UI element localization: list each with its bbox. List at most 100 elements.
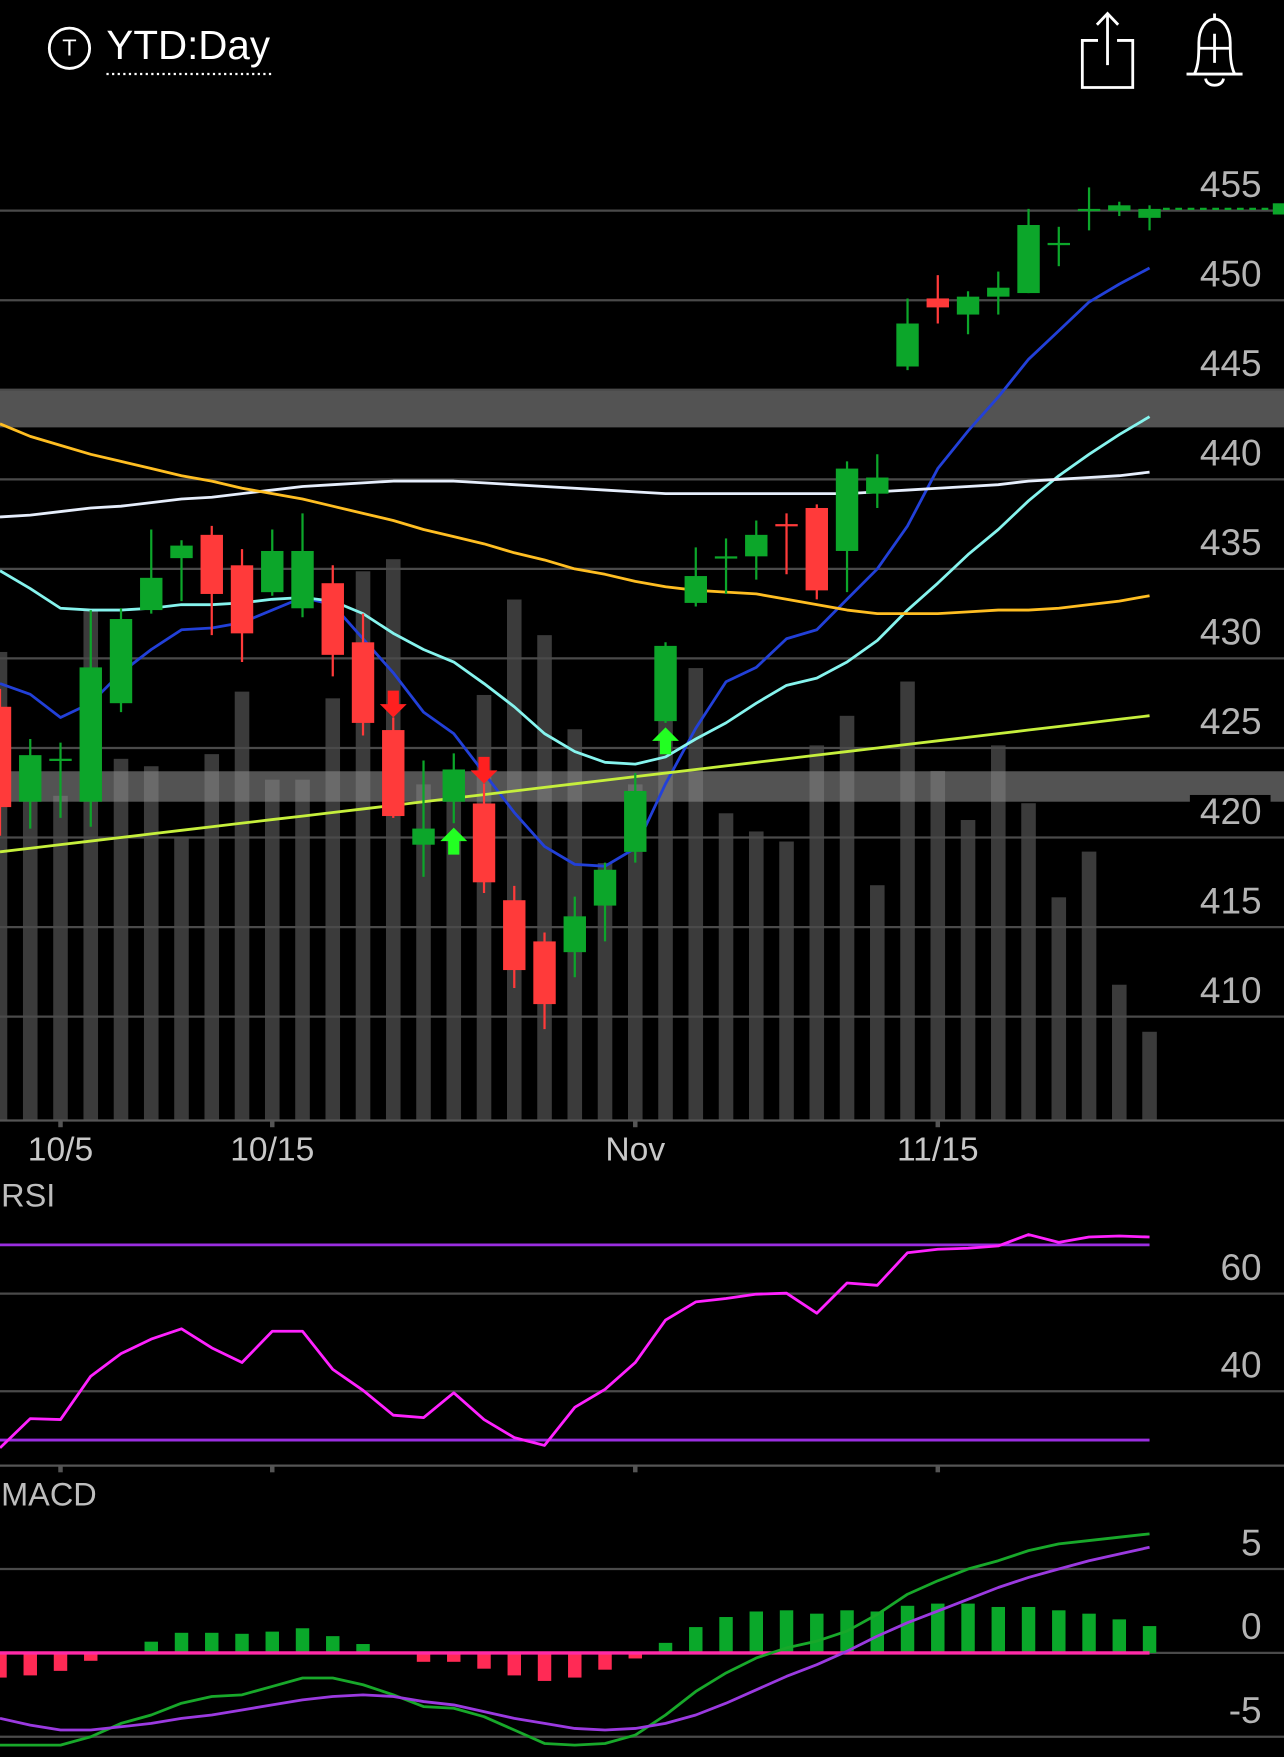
volume-bar: [325, 698, 341, 1121]
candle-body: [593, 869, 617, 906]
y-tick-label-bg: [1189, 526, 1271, 565]
volume-bar: [839, 715, 855, 1121]
line-series: [0, 266, 1151, 868]
x-tick-label: 10/5: [28, 1132, 93, 1169]
volume-bar: [22, 784, 38, 1121]
candle-body: [1138, 208, 1161, 218]
line-series: [0, 1532, 1150, 1747]
candle-body: [896, 323, 919, 367]
histogram-bar: [265, 1631, 279, 1653]
share-box: [1080, 39, 1135, 89]
x-tick-label: 11/15: [897, 1132, 979, 1169]
x-tick-label: 10/15: [230, 1132, 314, 1169]
histogram-bar: [1052, 1610, 1066, 1653]
volume-bar: [1142, 1031, 1157, 1121]
volume-bar: [113, 758, 129, 1121]
histogram-bar: [779, 1610, 794, 1653]
histogram-bar: [235, 1633, 249, 1653]
share-button[interactable]: [1080, 11, 1135, 89]
candle-body: [533, 941, 556, 1005]
line-series: [0, 415, 1151, 766]
y-tick-label-bg: [1189, 168, 1271, 207]
candle-body: [503, 900, 526, 971]
line-series: [0, 714, 1150, 854]
y-tick-label: 410: [1200, 970, 1262, 1011]
y-tick-label: 435: [1200, 522, 1262, 563]
histogram-bar: [416, 1652, 431, 1662]
alert-button[interactable]: [1186, 13, 1243, 87]
y-tick-label: 440: [1200, 433, 1262, 474]
y-tick-label-bg: [1189, 347, 1271, 386]
badge-circle: [47, 26, 92, 70]
period-selector[interactable]: YTD:Day: [106, 22, 270, 68]
candle-body: [351, 642, 375, 723]
histogram-bar: [537, 1652, 552, 1681]
histogram-bar: [689, 1627, 703, 1653]
y-tick-label-bg: [1189, 1251, 1271, 1290]
y-tick-label: 425: [1200, 701, 1262, 742]
line-series: [0, 1233, 1150, 1449]
histogram-bar: [870, 1611, 885, 1653]
volume-bar: [264, 779, 280, 1121]
candle-body: [684, 576, 707, 603]
histogram-bar: [810, 1613, 824, 1653]
y-tick-label: 5: [1241, 1522, 1262, 1563]
histogram-bar: [1112, 1619, 1127, 1653]
y-tick-label-bg: [1189, 974, 1271, 1013]
histogram-bar: [174, 1632, 189, 1653]
candle-body: [230, 565, 254, 634]
y-tick-label: 455: [1200, 164, 1262, 205]
line-series: [0, 470, 1150, 519]
y-tick-label-bg: [1189, 794, 1271, 834]
bell: [1186, 13, 1243, 87]
candle-body: [956, 296, 980, 315]
histogram-bar: [961, 1603, 975, 1653]
y-tick-label: 0: [1241, 1606, 1262, 1647]
volume-bar: [809, 745, 825, 1121]
panel-title: RSI: [1, 1177, 55, 1213]
y-tick-label-bg: [1189, 705, 1271, 744]
candle-body: [1077, 208, 1101, 212]
signal-arrow: [379, 690, 407, 718]
histogram-bar: [326, 1636, 340, 1653]
volume-bar: [749, 831, 764, 1121]
histogram-bar: [1142, 1626, 1157, 1653]
volume-bar: [143, 766, 159, 1121]
volume-bar: [779, 841, 794, 1121]
candle-body: [79, 667, 102, 802]
candle-body: [109, 619, 133, 704]
histogram-bar: [749, 1611, 764, 1653]
volume-bar: [870, 885, 885, 1121]
y-tick-label-bg: [1189, 1694, 1271, 1733]
volume-bar: [295, 779, 310, 1121]
histogram-bar: [991, 1606, 1006, 1653]
histogram-bar: [205, 1632, 219, 1653]
histogram-bar: [1021, 1606, 1036, 1653]
candle-body: [200, 534, 223, 594]
volume-bar: [991, 745, 1006, 1121]
panel-title: MACD: [1, 1477, 97, 1513]
candle-body: [170, 545, 193, 559]
volume-bar: [234, 691, 250, 1121]
y-tick-label: 415: [1200, 880, 1262, 921]
y-tick-label-bg: [1189, 1348, 1271, 1387]
y-tick-label: 60: [1220, 1247, 1261, 1288]
histogram-bar: [477, 1652, 491, 1669]
histogram-bar: [719, 1617, 733, 1653]
candle-body: [1047, 242, 1070, 246]
candle-body: [472, 803, 496, 883]
histogram-bar: [0, 1652, 7, 1678]
candle-body: [261, 550, 284, 593]
volume-bar: [718, 813, 734, 1121]
candle-body: [19, 755, 42, 802]
candle-body: [382, 730, 405, 817]
y-tick-label: -5: [1229, 1690, 1262, 1731]
y-tick-label: 420: [1200, 791, 1262, 832]
histogram-bar: [23, 1652, 37, 1676]
volume-bar: [1112, 984, 1127, 1121]
candle-body: [926, 298, 949, 308]
candle-body: [442, 769, 465, 802]
volume-bar: [1021, 803, 1036, 1121]
candle-body: [291, 550, 314, 609]
